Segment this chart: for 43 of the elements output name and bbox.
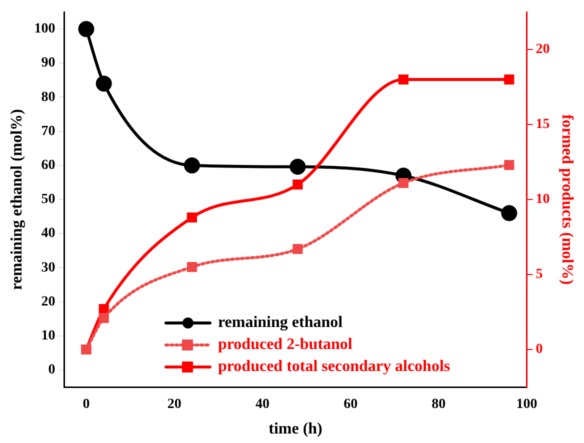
point [501, 205, 518, 222]
point [98, 312, 109, 324]
point [292, 244, 303, 254]
y2-tick-label: 0 [536, 342, 543, 358]
y2-axis-title: formed products (mol%) [558, 114, 576, 285]
y-tick-label: 30 [41, 260, 56, 276]
y2-tick-label: 20 [536, 42, 550, 58]
point [184, 157, 200, 174]
y-tick-label: 20 [41, 294, 56, 310]
y-tick-label: 100 [34, 22, 56, 37]
legend-label: produced 2-butanol [218, 336, 353, 354]
x-tick-label: 20 [167, 397, 182, 412]
x-tick-label: 0 [82, 397, 90, 412]
y-tick-label: 10 [41, 328, 56, 344]
point [290, 158, 306, 175]
legend-label: remaining ethanol [218, 314, 344, 332]
point [504, 74, 514, 85]
x-tick-label: 60 [344, 397, 358, 412]
y-tick-label: 90 [41, 56, 56, 71]
point [186, 212, 197, 223]
y-tick-label: 40 [41, 226, 56, 242]
y-tick-label: 80 [41, 90, 56, 105]
x-tick-label: 40 [255, 397, 270, 412]
y-tick-label: 60 [41, 158, 56, 174]
legend-label: produced total secondary alcohols [218, 358, 450, 376]
point [186, 262, 197, 272]
point [398, 178, 408, 188]
point [98, 304, 109, 314]
y2-tick-label: 5 [536, 267, 543, 282]
y-tick-label: 0 [48, 362, 56, 378]
y-tick-label: 50 [41, 192, 56, 208]
x-tick-label: 80 [432, 397, 446, 412]
y2-tick-label: 15 [536, 117, 550, 132]
y2-tick-label: 10 [536, 192, 550, 208]
point [78, 21, 94, 38]
point [96, 76, 112, 92]
point [292, 179, 303, 190]
x-axis-title: time (h) [268, 420, 322, 438]
point [504, 160, 514, 170]
point [398, 74, 408, 85]
y-axis-title: remaining ethanol (mol%) [8, 108, 26, 290]
y-tick-label: 70 [41, 124, 56, 139]
x-tick-label: 100 [516, 397, 538, 412]
